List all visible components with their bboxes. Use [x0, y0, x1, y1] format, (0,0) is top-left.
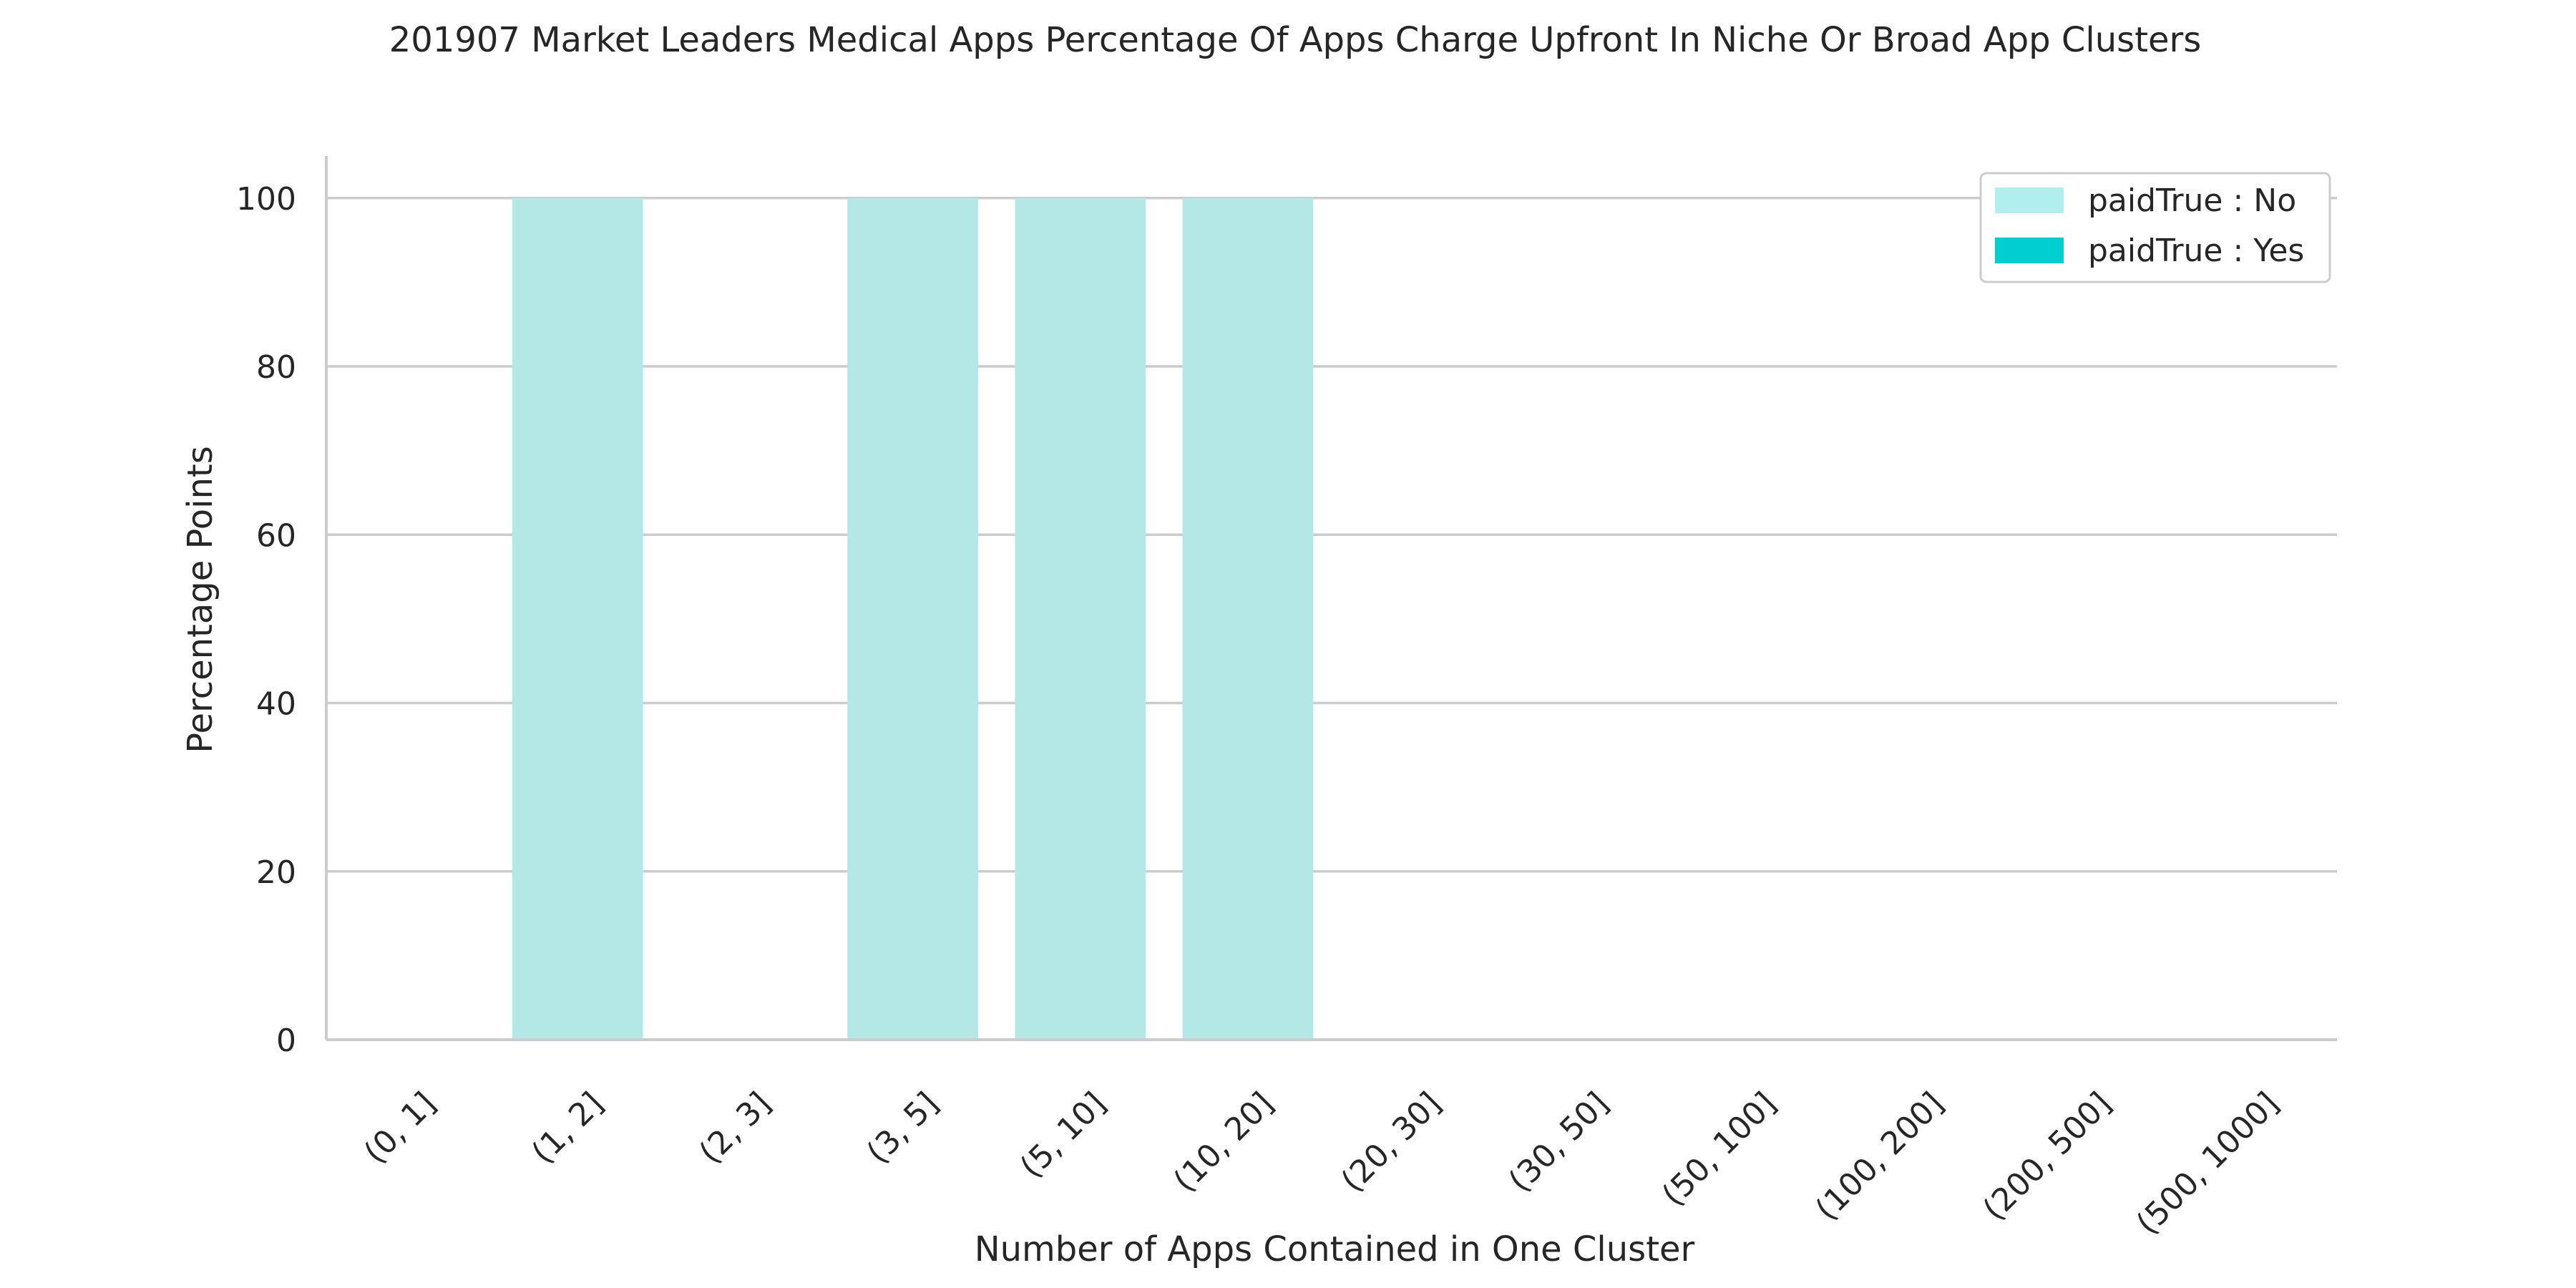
x-tick-label-500-1000: (500, 1000]	[2129, 1085, 2286, 1242]
y-tick-label-20: 20	[256, 854, 296, 891]
bar-paidtrue-no-1-2	[512, 197, 643, 1040]
y-axis-label: Percentage Points	[180, 446, 220, 753]
x-tick-label-5-10: (5, 10]	[1013, 1085, 1113, 1186]
legend-swatch-paidtrue-yes	[1995, 238, 2064, 263]
bar-paidtrue-no-3-5	[847, 197, 978, 1040]
y-tick-label-0: 0	[276, 1023, 296, 1059]
x-tick-label-2-3: (2, 3]	[692, 1085, 778, 1171]
y-tick-label-100: 100	[236, 181, 296, 218]
x-axis-label: Number of Apps Contained in One Cluster	[975, 1229, 1695, 1269]
bars	[512, 197, 1314, 1040]
x-tick-label-0-1: (0, 1]	[357, 1085, 443, 1171]
legend-label-paidtrue-no: paidTrue : No	[2088, 182, 2296, 219]
y-tick-labels: 0 20 40 60 80 100	[236, 181, 296, 1059]
x-tick-label-1-2: (1, 2]	[525, 1085, 610, 1171]
legend: paidTrue : No paidTrue : Yes	[1979, 172, 2331, 283]
x-tick-label-100-200: (100, 200]	[1808, 1085, 1951, 1228]
x-tick-label-10-20: (10, 20]	[1166, 1085, 1280, 1199]
axes	[325, 156, 2337, 1041]
y-tick-label-80: 80	[256, 349, 296, 386]
legend-frame	[1979, 172, 2331, 283]
chart-title: 201907 Market Leaders Medical Apps Perce…	[389, 20, 2202, 60]
x-tick-label-3-5: (3, 5]	[860, 1085, 946, 1171]
y-tick-label-40: 40	[256, 686, 296, 723]
legend-label-paidtrue-yes: paidTrue : Yes	[2088, 233, 2304, 269]
x-tick-label-30-50: (30, 50]	[1502, 1085, 1616, 1199]
legend-swatch-paidtrue-no	[1995, 187, 2064, 213]
bar-paidtrue-no-10-20	[1182, 197, 1314, 1040]
gridlines	[326, 197, 2337, 873]
y-tick-label-60: 60	[256, 517, 296, 554]
x-tick-label-50-100: (50, 100]	[1655, 1085, 1783, 1214]
x-tick-label-20-30: (20, 30]	[1335, 1085, 1448, 1199]
x-tick-labels: (0, 1] (1, 2] (2, 3] (3, 5] (5, 10] (10, 20] (…	[357, 1085, 2286, 1242]
bar-paidtrue-no-5-10	[1015, 197, 1146, 1040]
x-tick-label-200-500: (200, 500]	[1976, 1085, 2119, 1228]
